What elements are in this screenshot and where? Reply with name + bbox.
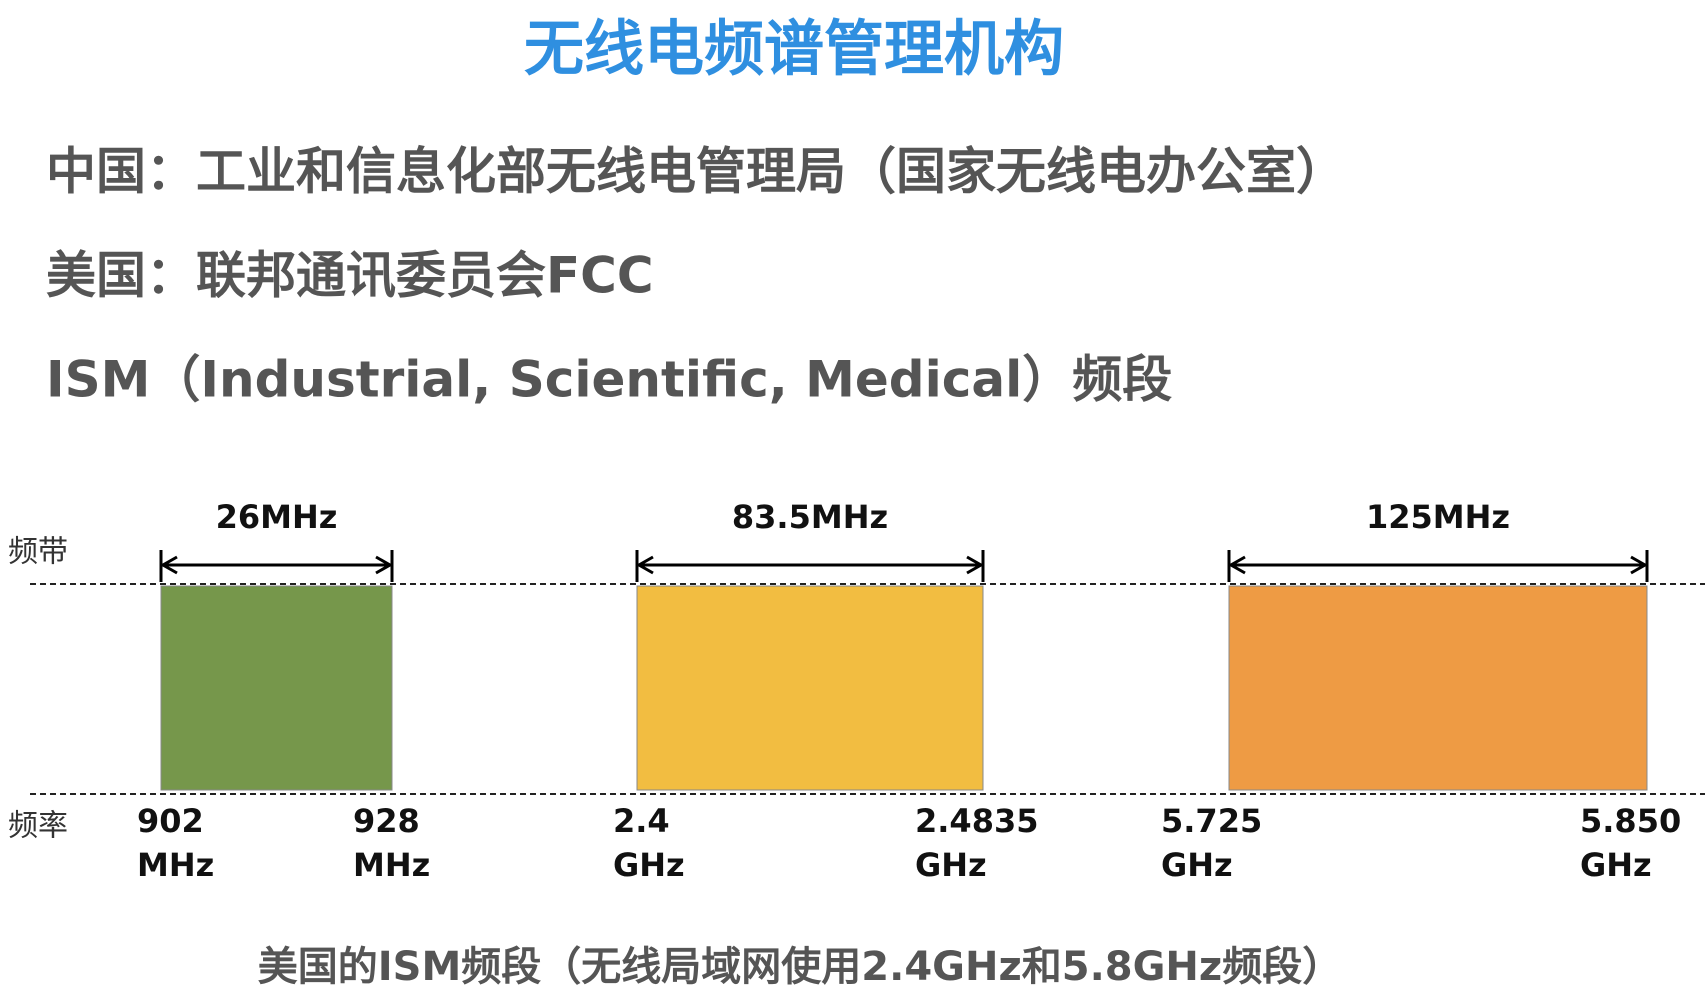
frequency-unit: MHz	[137, 846, 214, 884]
text-line: ISM（Industrial, Scientific, Medical）频段	[46, 351, 1172, 409]
text-line: 美国：联邦通讯委员会FCC	[46, 247, 654, 305]
band-box	[636, 585, 984, 791]
text-line: 中国：工业和信息化部无线电管理局（国家无线电办公室）	[46, 143, 1346, 201]
frequency-unit: GHz	[613, 846, 685, 884]
band-width-label: 83.5MHz	[732, 498, 888, 536]
frequency-value: 5.725	[1161, 802, 1262, 840]
band-width-label: 125MHz	[1366, 498, 1510, 536]
frequency-value: 5.850	[1580, 802, 1681, 840]
arrow-head	[159, 555, 178, 575]
row-label: 频率	[8, 809, 68, 844]
arrow-head	[635, 555, 654, 575]
arrow-head	[375, 555, 394, 575]
band-box	[160, 585, 393, 791]
band-width-label: 26MHz	[216, 498, 338, 536]
title: 无线电频谱管理机构	[524, 15, 1064, 85]
arrow-head	[1227, 555, 1246, 575]
band-box	[1228, 585, 1648, 791]
caption: 美国的ISM频段（无线局域网使用2.4GHz和5.8GHz频段）	[258, 944, 1342, 990]
frequency-unit: MHz	[353, 846, 430, 884]
row-label: 频带	[8, 535, 68, 570]
frequency-value: 902	[137, 802, 204, 840]
arrow-head	[966, 555, 985, 575]
frequency-unit: GHz	[1580, 846, 1652, 884]
arrow-head	[1630, 555, 1649, 575]
frequency-unit: GHz	[915, 846, 987, 884]
frequency-value: 928	[353, 802, 420, 840]
frequency-unit: GHz	[1161, 846, 1233, 884]
frequency-value: 2.4	[613, 802, 670, 840]
frequency-value: 2.4835	[915, 802, 1038, 840]
